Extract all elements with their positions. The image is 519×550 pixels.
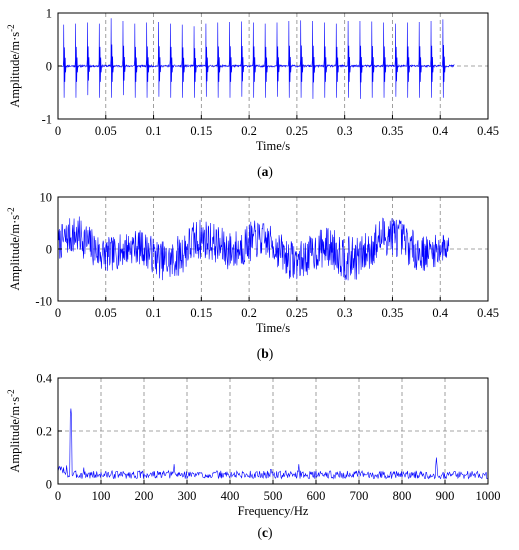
grid: [58, 378, 488, 484]
x-tick-label: 0.25: [286, 124, 308, 138]
y-tick-label: 0.4: [36, 372, 52, 386]
y-tick-label: 10: [40, 191, 53, 205]
y-axis-label: Amplitude/m·s-2: [6, 207, 22, 290]
x-tick-label: 0.05: [95, 124, 117, 138]
x-tick-label: 700: [350, 489, 369, 503]
x-tick-label: 0: [55, 306, 61, 320]
x-tick-label: 0.3: [337, 306, 353, 320]
x-tick-label: 0.35: [382, 124, 404, 138]
x-tick-label: 0.1: [146, 306, 162, 320]
x-tick-label: 0.4: [432, 124, 448, 138]
y-tick-label: 0: [46, 478, 52, 492]
x-tick-label: 0.45: [477, 124, 499, 138]
panel-caption: (c): [258, 525, 273, 540]
x-tick-label: 200: [135, 489, 154, 503]
x-tick-label: 0.4: [432, 306, 448, 320]
x-tick-label: 0.05: [95, 306, 117, 320]
y-tick-label: 0: [46, 60, 52, 74]
y-axis-label: Amplitude/m·s-2: [6, 24, 22, 107]
series-line: [57, 216, 450, 281]
x-tick-label: 400: [221, 489, 240, 503]
panel-a-chart: 0 0.05 0.1 0.15 0.2 0.25 0.3 0.35 0.4 0.45-101Tim…: [6, 7, 499, 180]
y-tick-label: 0: [46, 243, 52, 257]
x-tick-label: 1000: [476, 489, 501, 503]
panel-caption: (b): [257, 346, 274, 361]
x-tick-label: 0.3: [337, 124, 353, 138]
series-line: [57, 408, 489, 480]
y-tick-label: -1: [42, 113, 52, 127]
x-tick-label: 0.15: [190, 306, 212, 320]
x-tick-label: 900: [436, 489, 455, 503]
x-tick-label: 0: [55, 124, 61, 138]
x-tick-label: 0.25: [286, 306, 308, 320]
x-tick-label: 0.2: [241, 306, 257, 320]
x-axis-label: Time/s: [256, 321, 290, 335]
x-tick-label: 600: [307, 489, 326, 503]
panel-caption: (a): [257, 164, 273, 179]
y-tick-label: 1: [46, 7, 52, 21]
x-tick-label: 0.35: [382, 306, 404, 320]
x-tick-label: 500: [264, 489, 283, 503]
y-tick-label: 0.2: [36, 425, 52, 439]
y-axis-label: Amplitude/m·s-2: [6, 389, 22, 472]
x-tick-label: 0.15: [190, 124, 212, 138]
x-axis-label: Time/s: [256, 139, 290, 153]
series-line: [57, 18, 455, 99]
x-axis-label: Frequency/Hz: [238, 504, 309, 518]
x-tick-label: 300: [178, 489, 197, 503]
y-tick-label: -10: [35, 295, 52, 309]
x-tick-label: 100: [92, 489, 111, 503]
x-tick-label: 0.1: [146, 124, 162, 138]
x-tick-label: 0.45: [477, 306, 499, 320]
panel-b-chart: 0 0.05 0.1 0.15 0.2 0.25 0.3 0.35 0.4 0.45-10010T…: [6, 191, 499, 362]
panel-c-chart: 0 100 200 300 400 500 600 700 800 900 1000 0 0.2 0.4 F…: [6, 372, 501, 541]
x-tick-label: 0: [55, 489, 61, 503]
x-tick-label: 800: [393, 489, 412, 503]
x-tick-label: 0.2: [241, 124, 257, 138]
